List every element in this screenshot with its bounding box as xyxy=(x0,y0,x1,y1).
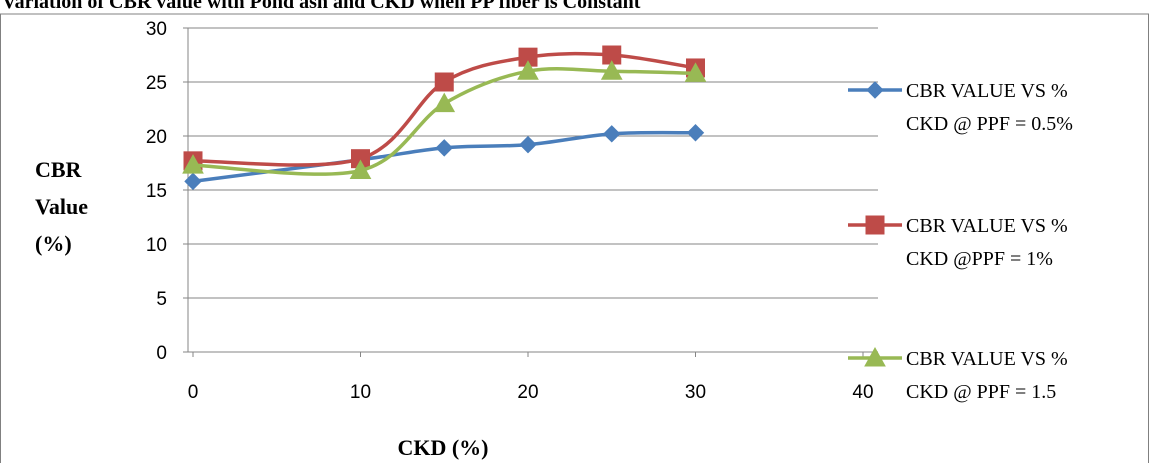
x-tick-label: 10 xyxy=(350,382,371,403)
series-square xyxy=(183,45,705,171)
data-point-triangle xyxy=(433,92,456,113)
y-tick-label: 15 xyxy=(146,181,167,202)
series-diamond xyxy=(184,124,705,191)
data-point-triangle xyxy=(864,346,886,367)
y-axis-title-line: Value xyxy=(35,194,88,219)
x-tick-label: 20 xyxy=(517,382,538,403)
legend-entry: CBR VALUE VS % CKD @ PPF = 0.5% xyxy=(848,80,1073,135)
y-tick-label: 20 xyxy=(146,127,167,148)
legend-label: CKD @ PPF = 1.5 xyxy=(906,381,1056,403)
series-triangle xyxy=(182,60,707,180)
data-point-triangle xyxy=(182,154,204,174)
y-tick-label: 25 xyxy=(146,73,167,94)
data-point-diamond xyxy=(686,124,705,142)
x-tick-label: 40 xyxy=(852,382,873,403)
legend-label: CBR VALUE VS % xyxy=(906,80,1068,102)
axes xyxy=(183,27,878,357)
legend-label: CBR VALUE VS % xyxy=(906,215,1068,237)
data-point-square xyxy=(865,215,885,235)
legend-entry: CBR VALUE VS % CKD @ PPF = 1.5 xyxy=(848,346,1068,403)
gridlines xyxy=(188,27,878,299)
x-axis-title: CKD (%) xyxy=(397,435,488,460)
x-tick-label: 30 xyxy=(685,382,706,403)
y-axis-title: CBR Value (%) xyxy=(35,157,88,256)
data-point-diamond xyxy=(866,81,884,99)
data-point-diamond xyxy=(184,172,202,191)
x-tick-label: 0 xyxy=(188,382,199,403)
y-tick-label: 10 xyxy=(146,235,167,256)
legend-label: CKD @ PPF = 0.5% xyxy=(906,113,1073,135)
data-point-square xyxy=(434,72,454,92)
data-point-diamond xyxy=(519,135,537,154)
tick-labels: 0 5 10 15 20 25 30 0 10 20 30 40 xyxy=(146,19,874,403)
data-point-triangle xyxy=(600,60,623,80)
data-point-diamond xyxy=(603,125,621,143)
series-group xyxy=(182,45,707,191)
data-point-triangle xyxy=(684,62,707,82)
y-tick-label: 30 xyxy=(146,19,167,40)
y-tick-label: 5 xyxy=(156,289,167,310)
legend-entry: CBR VALUE VS % CKD @PPF = 1% xyxy=(848,215,1068,270)
legend: CBR VALUE VS %CKD @ PPF = 0.5%CBR VALUE … xyxy=(848,80,1073,403)
data-point-triangle xyxy=(349,159,372,180)
legend-label: CKD @PPF = 1% xyxy=(906,248,1053,270)
chart-title: Variation of CBR value with Pond ash and… xyxy=(2,0,641,13)
legend-label: CBR VALUE VS % xyxy=(906,348,1068,370)
data-point-triangle xyxy=(517,60,539,80)
y-tick-label: 0 xyxy=(156,343,167,364)
y-axis-title-line: (%) xyxy=(35,231,72,256)
y-axis-title-line: CBR xyxy=(35,157,83,182)
data-point-diamond xyxy=(435,139,453,157)
